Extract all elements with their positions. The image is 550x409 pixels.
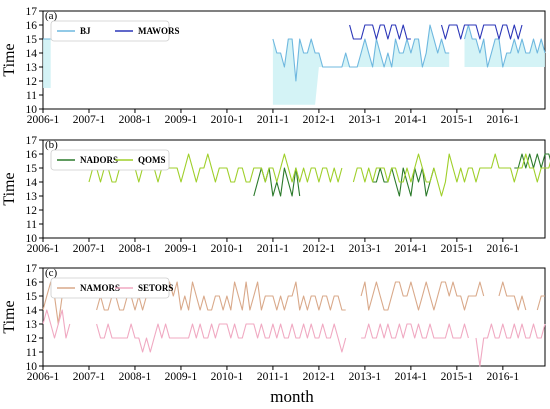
y-tick-label: 16	[26, 277, 38, 289]
y-tick-label: 11	[26, 347, 37, 359]
legend-entry-mawors: MAWORS	[138, 26, 180, 36]
legend-entry-nadors: NADORS	[80, 155, 118, 165]
x-tick-label: 2009-1	[165, 243, 198, 255]
x-tick-label: 2015-1	[441, 371, 474, 383]
y-tick-label: 15	[26, 291, 38, 303]
legend-entry-bj: BJ	[80, 26, 91, 36]
x-tick-label: 2012-1	[303, 243, 336, 255]
y-tick-label: 10	[26, 361, 38, 373]
y-axis-label: Time	[1, 300, 18, 333]
panel-label: (a)	[45, 10, 58, 22]
x-tick-label: 2013-1	[349, 243, 382, 255]
panel-3: 10 11 12 13 14 15 16 17 2006-1 2007-1 2008-1 2009-1…	[1, 263, 546, 383]
x-tick-label: 2011-1	[257, 371, 289, 383]
x-tick-label: 2007-1	[73, 243, 106, 255]
series-line-setors	[42, 309, 546, 367]
y-tick-label: 17	[26, 6, 38, 18]
y-tick-label: 11	[26, 219, 37, 231]
y-axis-label: Time	[1, 172, 18, 205]
legend-box	[50, 20, 170, 42]
x-tick-label: 2016-1	[487, 114, 520, 126]
panel-label: (c)	[45, 267, 58, 279]
y-tick-label: 12	[26, 205, 38, 217]
x-tick-label: 2010-1	[211, 114, 244, 126]
y-tick-label: 13	[26, 62, 38, 74]
legend: BJ MAWORS	[50, 20, 180, 42]
x-tick-label: 2010-1	[211, 371, 244, 383]
band-bj	[43, 39, 51, 88]
y-tick-label: 13	[26, 191, 38, 203]
x-tick-label: 2012-1	[303, 114, 336, 126]
x-tick-label: 2012-1	[303, 371, 336, 383]
y-tick-label: 12	[26, 76, 38, 88]
band-bj	[272, 25, 450, 105]
x-tick-label: 2008-1	[119, 371, 152, 383]
y-tick-label: 15	[26, 34, 38, 46]
legend: NAMORS SETORS	[50, 277, 173, 299]
legend: NADORS QOMS	[50, 149, 170, 171]
y-tick-label: 13	[26, 319, 38, 331]
y-tick-label: 17	[26, 263, 38, 275]
x-tick-label: 2011-1	[257, 114, 289, 126]
legend-box	[50, 149, 170, 171]
x-tick-label: 2006-1	[27, 114, 60, 126]
x-tick-label: 2014-1	[395, 114, 428, 126]
x-tick-label: 2008-1	[119, 114, 152, 126]
y-tick-label: 17	[26, 135, 38, 147]
x-tick-label: 2006-1	[27, 243, 60, 255]
x-tick-label: 2009-1	[165, 114, 198, 126]
y-tick-label: 16	[26, 20, 38, 32]
x-tick-label: 2013-1	[349, 114, 382, 126]
plot-frame	[42, 267, 546, 367]
y-tick-label: 14	[26, 305, 38, 317]
x-tick-label: 2010-1	[211, 243, 244, 255]
x-tick-label: 2013-1	[349, 371, 382, 383]
panel-1: 10 11 12 13 14 15 16 17 2006-1 2007-1 2008-1 2009-1…	[1, 6, 546, 126]
x-tick-label: 2014-1	[395, 371, 428, 383]
legend-entry-qoms: QOMS	[138, 155, 166, 165]
y-tick-label: 11	[26, 90, 37, 102]
band-bj	[464, 25, 545, 67]
x-tick-label: 2009-1	[165, 371, 198, 383]
series-line-namors	[42, 281, 545, 325]
x-tick-label: 2016-1	[487, 243, 520, 255]
legend-entry-setors: SETORS	[138, 283, 173, 293]
y-tick-label: 15	[26, 163, 38, 175]
legend-box	[50, 277, 170, 299]
y-tick-label: 10	[26, 233, 38, 245]
y-tick-label: 14	[26, 48, 38, 60]
y-tick-label: 14	[26, 177, 38, 189]
x-tick-label: 2014-1	[395, 243, 428, 255]
x-tick-label: 2015-1	[441, 243, 474, 255]
plot-frame	[42, 139, 546, 239]
panel-label: (b)	[45, 139, 58, 151]
x-tick-label: 2007-1	[73, 371, 106, 383]
x-axis-label: month	[270, 387, 314, 406]
y-tick-label: 10	[26, 104, 38, 116]
x-tick-label: 2007-1	[73, 114, 106, 126]
y-tick-label: 16	[26, 149, 38, 161]
panels-group: 10 11 12 13 14 15 16 17 2006-1 2007-1 2008-1 2009-1…	[1, 6, 550, 383]
x-tick-label: 2008-1	[119, 243, 152, 255]
series-line-bj	[43, 24, 546, 82]
x-tick-label: 2015-1	[441, 114, 474, 126]
legend-entry-namors: NAMORS	[80, 283, 120, 293]
x-tick-label: 2006-1	[27, 371, 60, 383]
panel-2: 10 11 12 13 14 15 16 17 2006-1 2007-1 2008-1 2009-1…	[1, 135, 550, 255]
series-line-mawors	[349, 24, 523, 40]
y-axis-label: Time	[1, 43, 18, 76]
y-tick-label: 12	[26, 333, 38, 345]
x-tick-label: 2011-1	[257, 243, 289, 255]
x-tick-label: 2016-1	[487, 371, 520, 383]
